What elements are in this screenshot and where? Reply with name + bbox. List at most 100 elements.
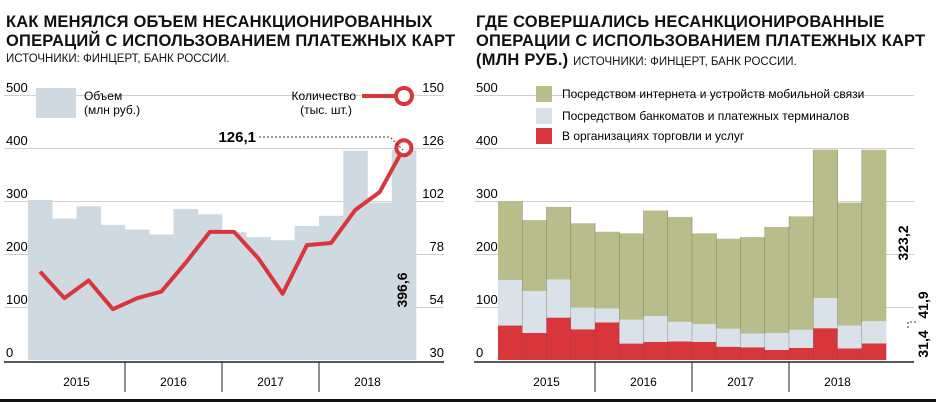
left-source: ИСТОЧНИКИ: ФИНЦЕРТ, БАНК РОССИИ. — [6, 53, 230, 65]
legend-internet-label: Посредством интернета и устройств мобиль… — [562, 87, 864, 101]
trade-bar-segment — [546, 317, 572, 360]
atm-bar-segment — [570, 307, 596, 330]
volume-bar — [319, 215, 344, 360]
atm-bar-segment — [861, 321, 887, 344]
left-ytick-label: 500 — [6, 80, 28, 95]
trade-bar-segment — [692, 341, 717, 360]
volume-bar — [343, 150, 368, 360]
legend-count-label: Количество — [292, 89, 357, 103]
left-chart-svg: 0 100 200 300 400 500 30 54 78 102 126 150 2015 2016 2… — [4, 80, 444, 392]
atm-bar-segment — [643, 316, 669, 342]
right-source: ИСТОЧНИКИ: ФИНЦЕРТ, БАНК РОССИИ. — [573, 56, 797, 68]
trade-bar-segment — [716, 346, 741, 360]
channels-panel: ГДЕ СОВЕРШАЛИСЬ НЕСАНКЦИОНИРОВАННЫЕ ОПЕР… — [470, 0, 936, 402]
legend-volume-label: Объем — [84, 89, 122, 103]
right-ytick-label: 0 — [476, 345, 483, 360]
left-ytick-right-label: 150 — [422, 80, 444, 95]
atm-bar-segment — [716, 328, 741, 347]
internet-bar-segment — [667, 216, 693, 322]
left-chart-title: КАК МЕНЯЛСЯ ОБЪЕМ НЕСАНКЦИОНИРОВАННЫХ ОП… — [6, 13, 455, 51]
atm-bar-segment — [498, 279, 523, 326]
right-year-label: 2017 — [727, 375, 754, 389]
volume-bar — [391, 149, 417, 360]
atm-bar-segment — [619, 319, 644, 344]
trade-bar-segment — [740, 347, 766, 360]
bottom-rule — [0, 399, 936, 402]
left-year-label: 2018 — [354, 375, 381, 389]
internet-bar-segment — [861, 149, 887, 322]
right-year-label: 2015 — [533, 375, 560, 389]
internet-bar-segment — [837, 202, 863, 326]
left-title-line-1: КАК МЕНЯЛСЯ ОБЪЕМ НЕСАНКЦИОНИРОВАННЫХ — [6, 13, 433, 31]
trade-bar-segment — [643, 341, 669, 360]
trade-bar-segment — [498, 325, 523, 360]
internet-bar-segment — [740, 237, 766, 334]
count-annotation: 126,1 — [218, 129, 256, 146]
atm-bar-segment — [813, 297, 838, 329]
count-line — [38, 146, 406, 312]
right-ytick-label: 400 — [476, 133, 498, 148]
internet-bar-segment — [716, 238, 741, 329]
internet-bar-segment — [789, 216, 814, 330]
atm-bar-segment — [789, 329, 814, 348]
internet-bar-segment — [546, 206, 572, 280]
left-ytick-right-label: 102 — [422, 186, 444, 201]
legend-count-unit: (тыс. шт.) — [300, 103, 352, 117]
legend-trade-label: В организациях торговли и услуг — [562, 129, 745, 143]
left-ytick-label: 100 — [6, 292, 28, 307]
volume-bar — [173, 208, 199, 360]
volume-bar — [100, 224, 126, 360]
right-title-line-1: ГДЕ СОВЕРШАЛИСЬ НЕСАНКЦИОНИРОВАННЫЕ — [476, 13, 885, 31]
volume-bar — [246, 237, 271, 360]
legend-volume-unit: (млн руб.) — [84, 103, 140, 117]
left-ytick-right-label: 78 — [430, 239, 444, 254]
atm-bar-segment — [764, 332, 790, 350]
legend-trade-swatch — [536, 128, 552, 144]
left-ytick-label: 400 — [6, 133, 28, 148]
atm-bar-segment — [667, 321, 693, 342]
internet-bar-segment — [813, 149, 838, 298]
internet-bar-segment — [570, 223, 596, 308]
trade-bar-segment — [764, 349, 790, 360]
legend-atm-swatch — [536, 108, 552, 124]
trade-bar-segment — [789, 347, 814, 360]
trade-bar-segment — [570, 329, 596, 360]
internet-bar-segment — [619, 233, 644, 320]
volume-bar — [222, 232, 247, 360]
right-title-line-2: ОПЕРАЦИИ С ИСПОЛЬЗОВАНИЕМ ПЛАТЕЖНЫХ КАРТ — [476, 32, 926, 50]
right-chart-svg: 0 100 200 300 400 500 2015 2016 2017 2018 Посредс… — [474, 80, 931, 392]
right-ytick-label: 500 — [476, 80, 498, 95]
volume-bar — [149, 234, 174, 360]
right-year-label: 2018 — [824, 375, 851, 389]
trade-bar-segment — [595, 322, 620, 360]
volume-bar — [367, 202, 393, 360]
left-year-label: 2015 — [63, 375, 90, 389]
trade-bar-segment — [619, 343, 644, 360]
left-year-label: 2017 — [257, 375, 284, 389]
trade-annotation: 31,4 — [915, 330, 931, 357]
right-ytick-label: 200 — [476, 239, 498, 254]
right-chart-title: ГДЕ СОВЕРШАЛИСЬ НЕСАНКЦИОНИРОВАННЫЕ ОПЕР… — [476, 13, 925, 72]
left-ytick-right-label: 126 — [422, 133, 444, 148]
internet-bar-segment — [595, 231, 620, 309]
count-last-marker — [394, 138, 414, 158]
volume-annotation: 396,6 — [394, 272, 410, 307]
internet-bar-segment — [522, 220, 547, 292]
trade-bar-segment — [522, 332, 547, 360]
trade-bar-segment — [813, 328, 838, 360]
left-ytick-label: 200 — [6, 239, 28, 254]
right-ytick-label: 100 — [476, 292, 498, 307]
right-title-line-3: (МЛН РУБ.) — [476, 51, 569, 69]
atm-bar-segment — [740, 333, 766, 348]
left-ytick-label: 0 — [6, 345, 13, 360]
left-ytick-right-label: 30 — [430, 345, 444, 360]
legend-volume-swatch — [36, 88, 76, 118]
atm-annotation: 41,9 — [915, 291, 931, 318]
left-ytick-label: 300 — [6, 186, 28, 201]
internet-bar-segment — [498, 201, 523, 280]
atm-annotation-leader — [907, 321, 916, 330]
right-ytick-label: 300 — [476, 186, 498, 201]
right-year-label: 2016 — [630, 375, 657, 389]
atm-bar-segment — [546, 279, 572, 318]
legend-count-marker — [394, 86, 414, 106]
